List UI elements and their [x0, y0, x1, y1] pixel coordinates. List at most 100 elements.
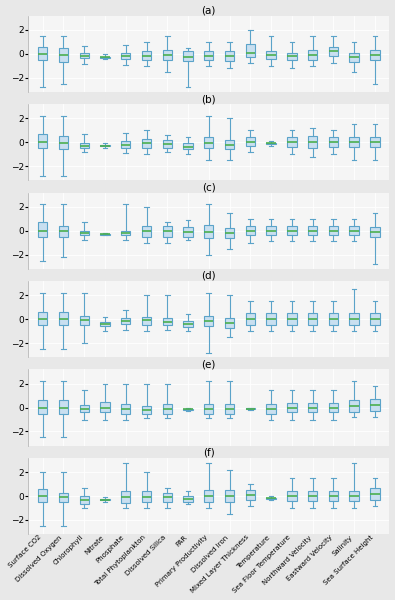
PathPatch shape	[100, 322, 110, 326]
PathPatch shape	[79, 232, 89, 235]
PathPatch shape	[183, 409, 193, 410]
PathPatch shape	[225, 318, 234, 328]
PathPatch shape	[59, 312, 68, 325]
PathPatch shape	[204, 225, 213, 238]
PathPatch shape	[100, 145, 110, 146]
PathPatch shape	[370, 313, 380, 325]
PathPatch shape	[100, 56, 110, 58]
PathPatch shape	[121, 404, 130, 413]
PathPatch shape	[370, 488, 380, 500]
PathPatch shape	[266, 498, 276, 499]
PathPatch shape	[350, 137, 359, 147]
PathPatch shape	[370, 50, 380, 60]
PathPatch shape	[287, 226, 297, 235]
PathPatch shape	[350, 53, 359, 62]
PathPatch shape	[287, 403, 297, 412]
PathPatch shape	[287, 53, 297, 60]
PathPatch shape	[308, 403, 317, 412]
PathPatch shape	[225, 404, 234, 413]
PathPatch shape	[204, 404, 213, 413]
PathPatch shape	[246, 313, 255, 325]
PathPatch shape	[38, 47, 47, 61]
PathPatch shape	[79, 496, 89, 505]
PathPatch shape	[163, 140, 172, 148]
PathPatch shape	[59, 400, 68, 413]
PathPatch shape	[370, 399, 380, 411]
PathPatch shape	[246, 408, 255, 409]
PathPatch shape	[225, 52, 234, 61]
PathPatch shape	[38, 489, 47, 502]
PathPatch shape	[38, 134, 47, 148]
PathPatch shape	[350, 400, 359, 412]
PathPatch shape	[329, 226, 338, 235]
PathPatch shape	[266, 226, 276, 235]
Title: (e): (e)	[201, 359, 216, 370]
PathPatch shape	[350, 226, 359, 235]
PathPatch shape	[266, 143, 276, 144]
Title: (b): (b)	[201, 94, 216, 104]
PathPatch shape	[225, 490, 234, 502]
PathPatch shape	[59, 226, 68, 236]
PathPatch shape	[59, 49, 68, 62]
PathPatch shape	[204, 137, 213, 148]
PathPatch shape	[79, 53, 89, 58]
PathPatch shape	[38, 400, 47, 413]
PathPatch shape	[308, 313, 317, 325]
PathPatch shape	[79, 316, 89, 325]
PathPatch shape	[163, 226, 172, 236]
PathPatch shape	[59, 493, 68, 502]
PathPatch shape	[183, 227, 193, 236]
PathPatch shape	[121, 231, 130, 235]
PathPatch shape	[370, 137, 380, 147]
PathPatch shape	[350, 491, 359, 501]
PathPatch shape	[79, 405, 89, 412]
PathPatch shape	[121, 53, 130, 59]
PathPatch shape	[329, 313, 338, 325]
PathPatch shape	[163, 493, 172, 502]
PathPatch shape	[370, 227, 380, 236]
PathPatch shape	[183, 52, 193, 61]
PathPatch shape	[266, 404, 276, 413]
PathPatch shape	[329, 403, 338, 412]
PathPatch shape	[142, 139, 151, 148]
PathPatch shape	[183, 496, 193, 502]
PathPatch shape	[79, 143, 89, 148]
PathPatch shape	[163, 50, 172, 60]
PathPatch shape	[142, 491, 151, 502]
Title: (d): (d)	[201, 271, 216, 281]
PathPatch shape	[287, 313, 297, 325]
Title: (a): (a)	[201, 5, 216, 16]
PathPatch shape	[142, 52, 151, 60]
PathPatch shape	[183, 143, 193, 149]
PathPatch shape	[100, 499, 110, 500]
PathPatch shape	[287, 137, 297, 147]
PathPatch shape	[225, 140, 234, 149]
PathPatch shape	[246, 226, 255, 235]
PathPatch shape	[59, 136, 68, 149]
PathPatch shape	[308, 50, 317, 60]
PathPatch shape	[163, 318, 172, 325]
PathPatch shape	[204, 490, 213, 502]
PathPatch shape	[142, 317, 151, 325]
PathPatch shape	[308, 226, 317, 235]
PathPatch shape	[121, 141, 130, 148]
PathPatch shape	[142, 406, 151, 413]
PathPatch shape	[329, 47, 338, 56]
PathPatch shape	[308, 491, 317, 501]
PathPatch shape	[183, 321, 193, 327]
PathPatch shape	[225, 229, 234, 238]
PathPatch shape	[100, 401, 110, 412]
PathPatch shape	[266, 313, 276, 325]
Title: (f): (f)	[203, 448, 214, 458]
PathPatch shape	[350, 313, 359, 325]
PathPatch shape	[308, 136, 317, 148]
PathPatch shape	[329, 137, 338, 147]
PathPatch shape	[266, 52, 276, 59]
PathPatch shape	[121, 318, 130, 324]
PathPatch shape	[142, 226, 151, 236]
PathPatch shape	[38, 223, 47, 236]
PathPatch shape	[204, 52, 213, 60]
PathPatch shape	[38, 312, 47, 325]
PathPatch shape	[287, 491, 297, 501]
PathPatch shape	[100, 234, 110, 235]
